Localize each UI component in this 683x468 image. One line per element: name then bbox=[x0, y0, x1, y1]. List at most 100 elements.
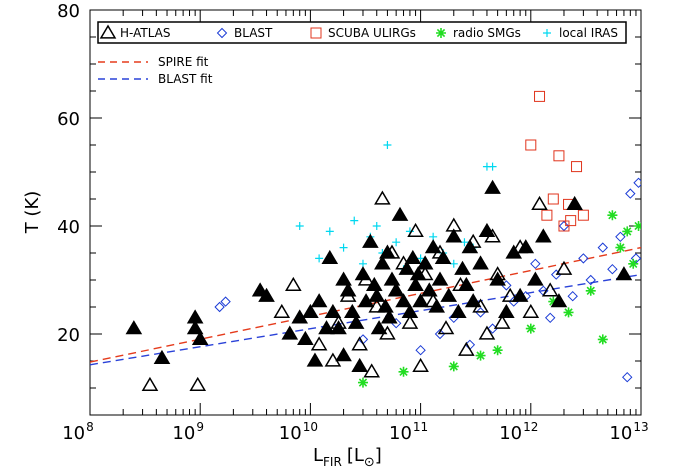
h-atlas-point bbox=[363, 363, 381, 378]
h-atlas-point bbox=[362, 233, 379, 248]
h-atlas-point bbox=[434, 249, 452, 265]
blast-point bbox=[530, 258, 541, 270]
x-axis-title-unit-close: ] bbox=[375, 445, 382, 466]
legend-spire-fit-label: SPIRE fit bbox=[158, 55, 209, 69]
h-atlas-point bbox=[555, 260, 573, 275]
h-atlas-point bbox=[421, 282, 438, 297]
local-iras-point bbox=[295, 222, 304, 230]
x-tick-label: 109 bbox=[172, 420, 204, 444]
scuba-ulirgs-point bbox=[534, 90, 546, 102]
h-atlas-point bbox=[391, 206, 409, 221]
h-atlas-point bbox=[440, 287, 458, 302]
blast-point bbox=[544, 312, 556, 324]
h-atlas-point bbox=[458, 341, 475, 356]
blast-point bbox=[220, 296, 231, 307]
h-atlas-point bbox=[310, 293, 328, 308]
blast-point bbox=[585, 274, 596, 286]
h-atlas-point bbox=[550, 293, 568, 308]
h-atlas-point bbox=[517, 239, 535, 254]
h-atlas-point bbox=[484, 179, 501, 194]
plot-frame bbox=[89, 9, 642, 416]
h-atlas-point bbox=[343, 303, 361, 319]
h-atlas-point bbox=[285, 276, 302, 292]
legend: H-ATLAS BLAST SCUBA ULIRGs radio SMGs local … bbox=[97, 21, 627, 86]
h-atlas-point bbox=[501, 287, 519, 302]
x-tick-label: 1011 bbox=[389, 420, 428, 444]
h-atlas-point bbox=[522, 303, 540, 319]
h-atlas-point bbox=[379, 244, 396, 259]
h-atlas-point bbox=[281, 325, 299, 340]
h-atlas-point bbox=[505, 244, 523, 259]
h-atlas-point bbox=[370, 320, 388, 335]
h-atlas-point bbox=[351, 357, 368, 373]
h-atlas-point bbox=[407, 222, 424, 238]
scuba-ulirgs-point bbox=[547, 193, 559, 205]
local-iras-point bbox=[315, 254, 324, 263]
h-atlas-point bbox=[445, 228, 463, 243]
blast-fit-line bbox=[90, 273, 641, 366]
radio-smgs-point bbox=[525, 323, 536, 334]
h-atlas-point bbox=[374, 255, 391, 270]
blast-point bbox=[633, 177, 641, 189]
legend-h-atlas-marker bbox=[99, 24, 117, 39]
h-atlas-point bbox=[398, 260, 416, 275]
legend-scuba-ulirgs-label: SCUBA ULIRGs bbox=[328, 26, 416, 40]
y-axis-title: T (K) bbox=[22, 191, 43, 235]
legend-blast-fit-label: BLAST fit bbox=[158, 72, 213, 86]
radio-smgs-point bbox=[615, 242, 626, 253]
radio-smgs-point bbox=[628, 258, 639, 269]
blast-point bbox=[550, 269, 562, 280]
x-tick-label: 1013 bbox=[609, 420, 648, 444]
h-atlas-point bbox=[339, 282, 357, 297]
blast-point bbox=[567, 290, 578, 302]
radio-smgs-point bbox=[548, 296, 559, 307]
h-atlas-point bbox=[368, 287, 386, 302]
h-atlas-point bbox=[407, 276, 424, 292]
legend-radio-smgs-label: radio SMGs bbox=[453, 26, 521, 40]
x-axis-title: LFIR [L⊙] bbox=[313, 445, 382, 468]
h-atlas-point bbox=[416, 255, 434, 270]
radio-smgs-point bbox=[398, 366, 409, 377]
h-atlas-point bbox=[383, 271, 401, 286]
h-atlas-point bbox=[535, 228, 552, 243]
h-atlas-point bbox=[125, 320, 143, 335]
radio-smgs-point bbox=[585, 285, 596, 296]
h-atlas-point bbox=[347, 314, 365, 329]
radio-smgs-point bbox=[475, 350, 486, 361]
x-tick-label: 108 bbox=[62, 420, 94, 444]
h-atlas-point bbox=[412, 293, 429, 308]
scuba-ulirgs-point bbox=[577, 209, 589, 221]
legend-radio-smgs-marker bbox=[436, 28, 446, 38]
h-atlas-point bbox=[330, 320, 347, 335]
y-tick-label: 40 bbox=[57, 217, 80, 238]
blast-point bbox=[615, 231, 626, 243]
legend-scuba-ulirgs-marker bbox=[310, 27, 322, 39]
h-atlas-point bbox=[424, 239, 442, 254]
h-atlas-point bbox=[354, 266, 372, 281]
scuba-ulirgs-point bbox=[571, 161, 583, 173]
h-atlas-point bbox=[527, 271, 544, 286]
blast-point bbox=[625, 188, 636, 199]
h-atlas-point bbox=[489, 271, 506, 286]
fit-lines bbox=[90, 246, 641, 366]
h-atlas-point bbox=[461, 239, 479, 254]
x-axis-title-main: L bbox=[313, 445, 323, 466]
h-atlas-point bbox=[387, 282, 405, 297]
h-atlas-point bbox=[395, 293, 412, 308]
h-atlas-point bbox=[153, 349, 171, 364]
local-iras-point bbox=[488, 162, 497, 171]
h-atlas-point bbox=[437, 320, 455, 335]
blast-point bbox=[214, 301, 225, 313]
h-atlas-point bbox=[478, 222, 496, 238]
h-atlas-point bbox=[428, 298, 446, 313]
h-atlas-point bbox=[511, 287, 529, 302]
h-atlas-point bbox=[302, 303, 319, 319]
data-points bbox=[125, 90, 641, 391]
h-atlas-point bbox=[321, 249, 339, 265]
scuba-ulirgs-point bbox=[525, 139, 537, 151]
legend-blast-label: BLAST bbox=[234, 26, 273, 40]
radio-smgs-point bbox=[492, 345, 503, 356]
h-atlas-point bbox=[273, 303, 291, 319]
h-atlas-point bbox=[335, 347, 352, 362]
blast-point bbox=[578, 253, 589, 264]
